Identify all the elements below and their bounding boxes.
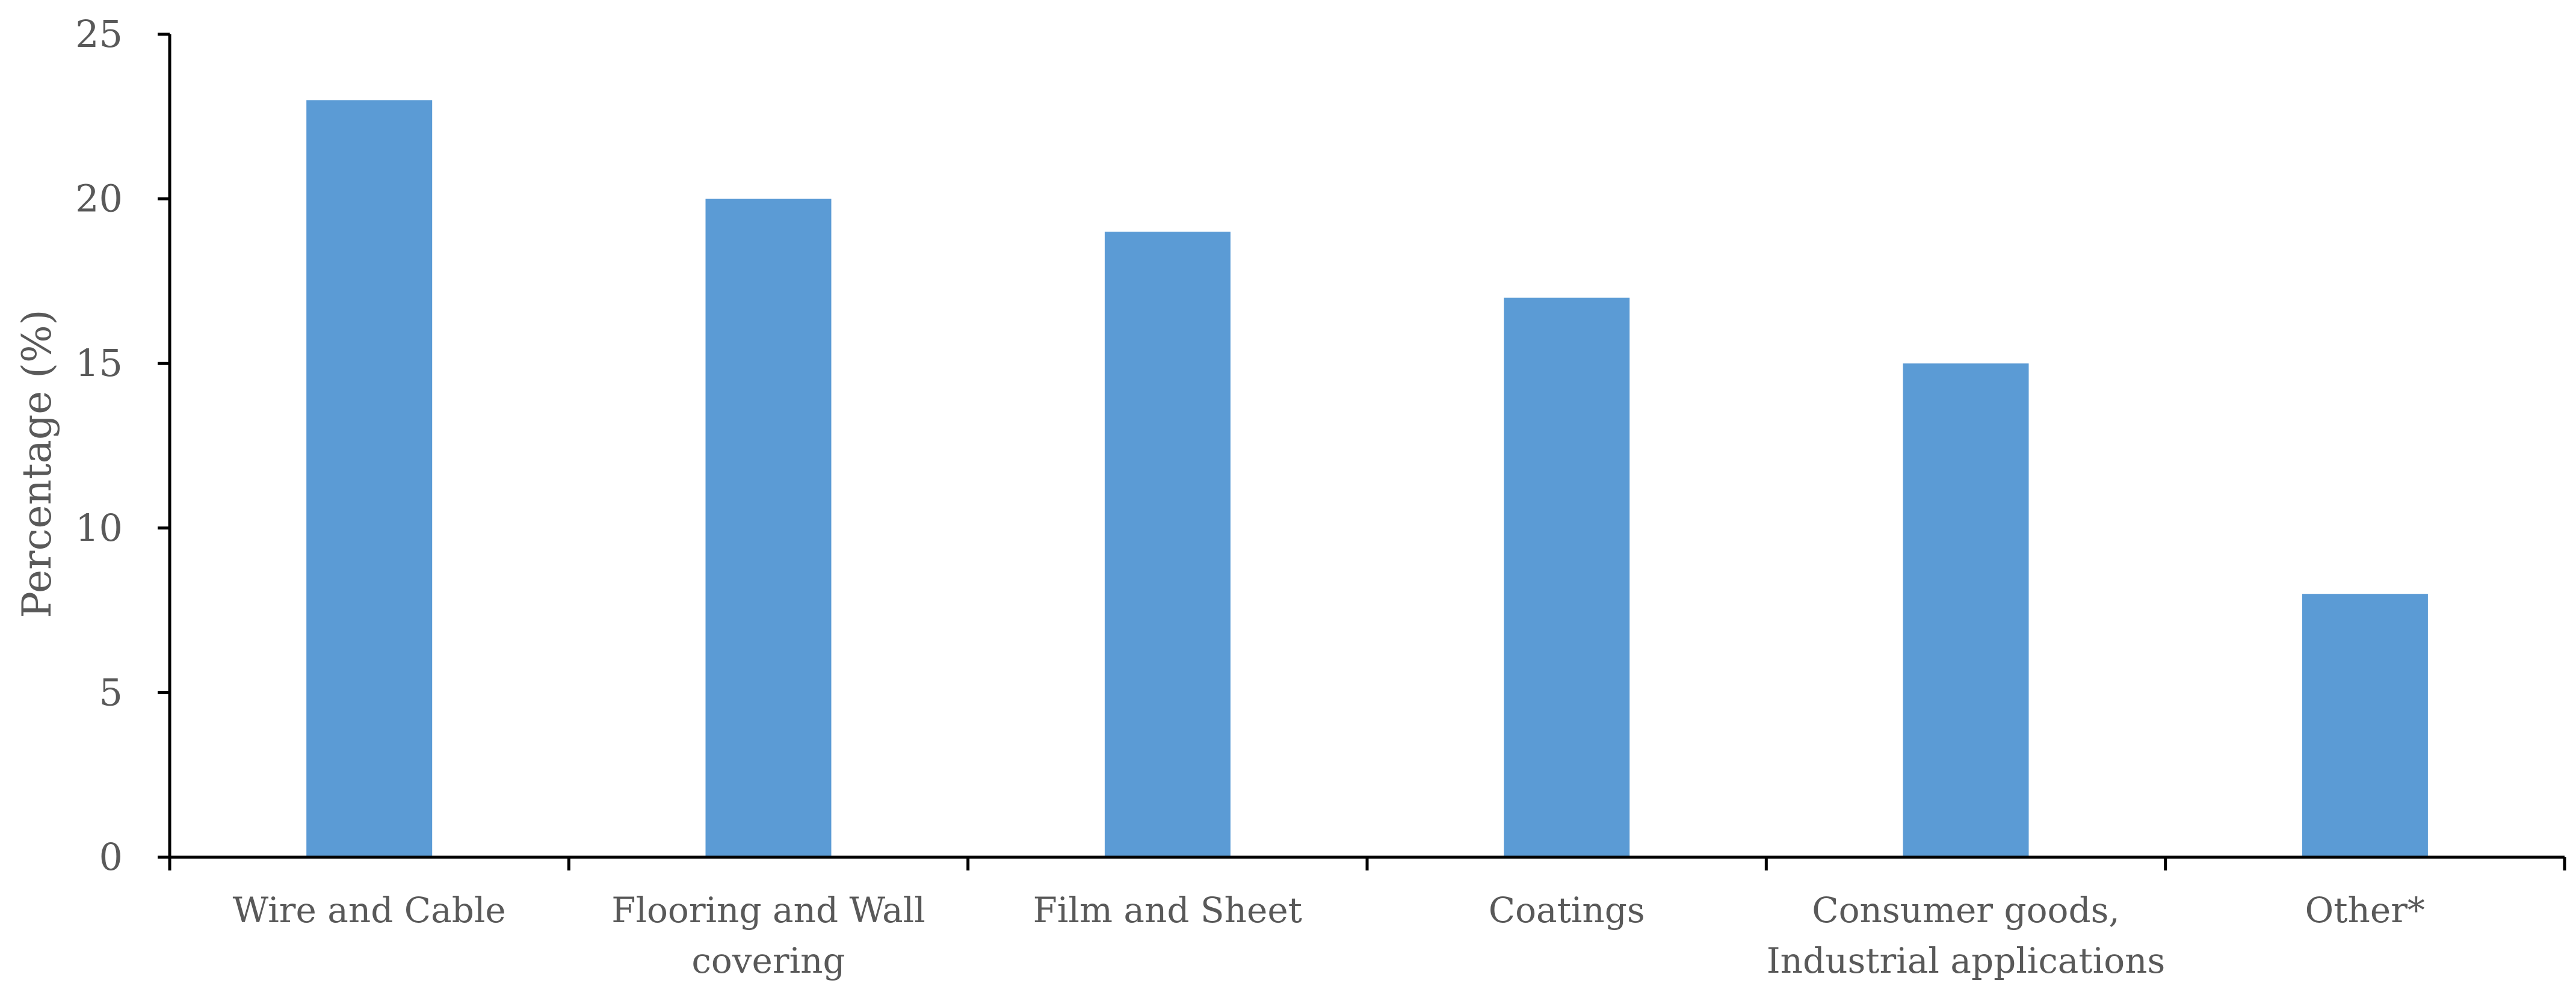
bars-group [306,100,2428,858]
bar-5 [2302,594,2428,857]
x-tick-label-line: Industrial applications [1767,940,2166,981]
x-tick-label: Film and Sheet [1033,890,1302,931]
x-tick-label-line: Consumer goods, [1812,890,2120,931]
y-tick-label: 15 [75,341,123,385]
x-tick-label-line: Film and Sheet [1033,890,1302,931]
x-tick-label: Wire and Cable [233,890,506,931]
x-tick-label-line: Other* [2305,890,2425,931]
y-axis-title: Percentage (%) [14,310,60,618]
x-tick-label: Coatings [1489,890,1645,931]
y-tick-label: 20 [75,177,123,221]
x-ticks-group: Wire and Cable Flooring and Wall coveringF… [168,857,2566,981]
x-tick-label: Flooring and Wall covering [611,890,925,981]
bar-2 [1104,232,1231,857]
bar-1 [705,199,832,858]
y-tick-label: 25 [75,12,123,56]
y-tick-label: 0 [99,835,123,879]
x-tick-label: Other* [2305,890,2425,931]
y-ticks-group: 0 5 10 15 20 25 [75,12,170,879]
x-tick-label-line: covering [691,940,845,981]
x-tick-label-line: Flooring and Wall [611,890,925,931]
x-tick-label: Consumer goods, Industrial applications [1767,890,2166,981]
y-tick-label: 5 [99,670,123,714]
x-tick-label-line: Wire and Cable [233,890,506,931]
bar-0 [306,100,433,857]
x-tick-label-line: Coatings [1489,890,1645,931]
bar-4 [1903,363,2029,857]
axes-group [168,34,2565,859]
bar-3 [1504,297,1630,857]
y-tick-label: 10 [75,506,123,550]
